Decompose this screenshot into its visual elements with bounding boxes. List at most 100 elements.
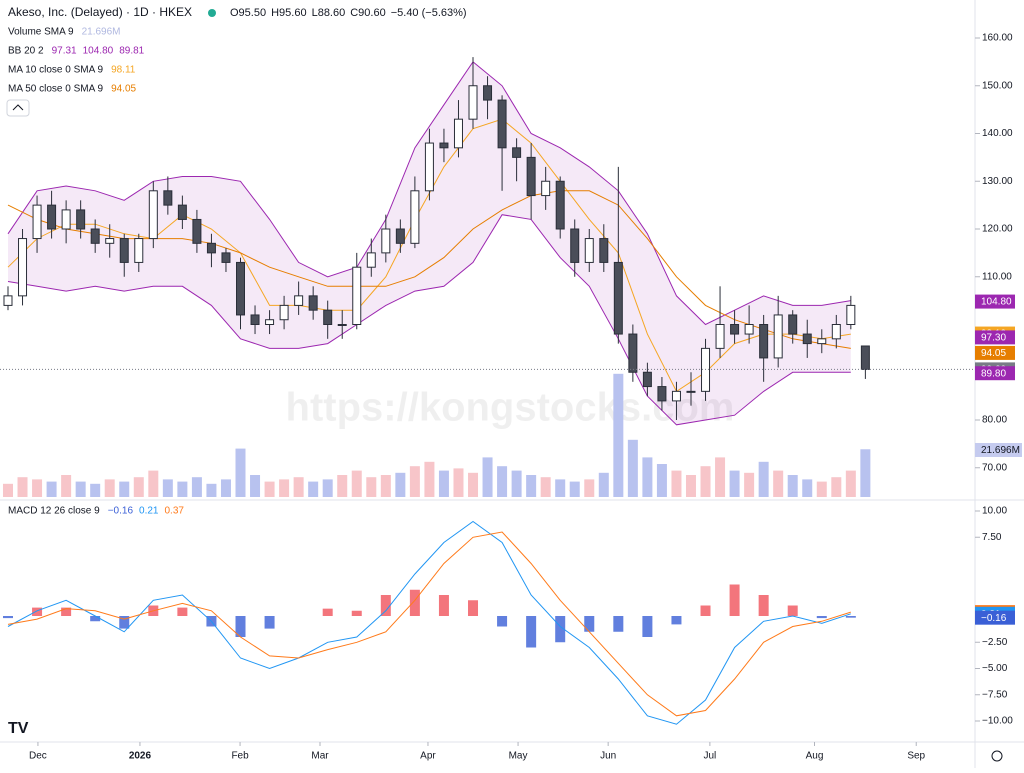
macd-histogram-bar	[729, 584, 740, 616]
line-ma50	[7, 190, 851, 349]
candle-body	[642, 371, 652, 388]
candle-body	[584, 238, 594, 263]
line-bb-lower	[7, 214, 851, 426]
candle-body	[308, 295, 318, 311]
candle-body	[279, 304, 289, 321]
macd-histogram-bar	[497, 616, 508, 627]
line-bb-upper	[7, 61, 851, 326]
macd-value: 0.37	[165, 506, 185, 517]
price-badge	[975, 330, 1015, 345]
volume-bar	[264, 481, 275, 497]
macd-histogram-bar	[177, 607, 188, 616]
candle-body	[788, 314, 798, 335]
candle-body	[47, 204, 57, 230]
logo: TV	[8, 720, 29, 737]
volume-bar	[162, 479, 173, 497]
candle-body	[90, 228, 100, 244]
y2-tick-label: −5.00	[982, 663, 1008, 674]
volume-bar	[75, 481, 86, 497]
volume-bar	[17, 477, 28, 497]
candle-body	[18, 238, 28, 297]
volume-bar	[700, 466, 711, 497]
ohlc-value: H95.60	[271, 7, 306, 19]
candle-body	[439, 142, 449, 149]
candle-body	[860, 345, 870, 370]
volume-bar	[453, 468, 464, 497]
price-badge-label: 94.05	[981, 348, 1006, 359]
candle-body	[744, 324, 754, 335]
x-tick-label: Aug	[806, 751, 824, 762]
candle-body	[250, 314, 260, 326]
macd-histogram-bar	[555, 616, 566, 643]
volume-bar	[293, 477, 304, 497]
indicator-value: 94.05	[111, 84, 136, 95]
volume-bar	[409, 466, 420, 497]
volume-bar	[206, 483, 217, 497]
y2-tick-label: −2.50	[982, 637, 1008, 648]
y-tick-label: 140.00	[982, 128, 1013, 139]
volume-bar	[250, 475, 261, 497]
volume-bar	[322, 479, 333, 497]
volume-bar	[191, 477, 202, 497]
indicator-name: Volume SMA 9	[8, 27, 74, 38]
volume-bar	[46, 481, 57, 497]
price-badge-label: −0.16	[981, 613, 1007, 624]
candle-body	[410, 190, 420, 244]
x-tick-label: Apr	[420, 751, 436, 762]
volume-bar	[860, 449, 871, 497]
volume-bar	[773, 470, 784, 497]
volume-bar	[845, 470, 856, 497]
candle-body	[715, 324, 725, 349]
ohlc-value: L88.60	[312, 7, 346, 19]
ohlc-value: O95.50	[230, 7, 266, 19]
candle-body	[599, 238, 609, 263]
macd-histogram-bar	[119, 616, 130, 629]
candle-body	[424, 142, 434, 192]
indicator-name: MA 10 close 0 SMA 9	[8, 65, 103, 76]
collapse-icon	[12, 104, 24, 111]
candle-body	[395, 228, 405, 244]
y2-tick-label: −7.50	[982, 689, 1008, 700]
volume-bar	[482, 457, 493, 497]
price-badge	[975, 366, 1015, 381]
candle-body	[802, 333, 812, 345]
indicator-value: 98.11	[111, 65, 136, 76]
macd-histogram-bar	[700, 605, 711, 616]
volume-bar	[715, 457, 726, 497]
candle-body	[657, 386, 667, 402]
y-tick-label: 120.00	[982, 224, 1013, 235]
y-tick-label: 150.00	[982, 80, 1013, 91]
volume-bar	[802, 479, 813, 497]
x-tick-label: May	[509, 751, 528, 762]
y-tick-label: 130.00	[982, 176, 1013, 187]
volume-bar	[497, 466, 508, 497]
price-badge	[975, 610, 1015, 625]
volume-bar	[569, 481, 580, 497]
macd-histogram-bar	[61, 607, 72, 616]
indicator-value: 21.696M	[82, 27, 121, 38]
volume-bar	[177, 481, 188, 497]
candle-body	[773, 314, 783, 359]
candle-body	[483, 85, 493, 101]
settings-icon[interactable]	[991, 750, 1003, 762]
volume-bar	[351, 470, 362, 497]
volume-bar	[279, 479, 290, 497]
volume-bar	[424, 461, 435, 497]
volume-bar	[380, 475, 391, 497]
candle-body	[221, 252, 231, 263]
indicator-name: MA 50 close 0 SMA 9	[8, 84, 103, 95]
macd-histogram-bar	[409, 589, 420, 616]
ohlc-value: C90.60	[350, 7, 385, 19]
candle-body	[759, 324, 769, 359]
indicator-value: 97.31	[52, 46, 77, 57]
macd-histogram-bar	[845, 616, 856, 618]
volume-bar	[61, 475, 72, 497]
volume-bar	[220, 479, 231, 497]
collapse-button[interactable]	[6, 99, 30, 117]
y-tick-label: 160.00	[982, 33, 1013, 44]
candle-body	[32, 204, 42, 240]
volume-bar	[2, 483, 13, 497]
volume-bar	[816, 481, 827, 497]
candle-body	[541, 180, 551, 197]
